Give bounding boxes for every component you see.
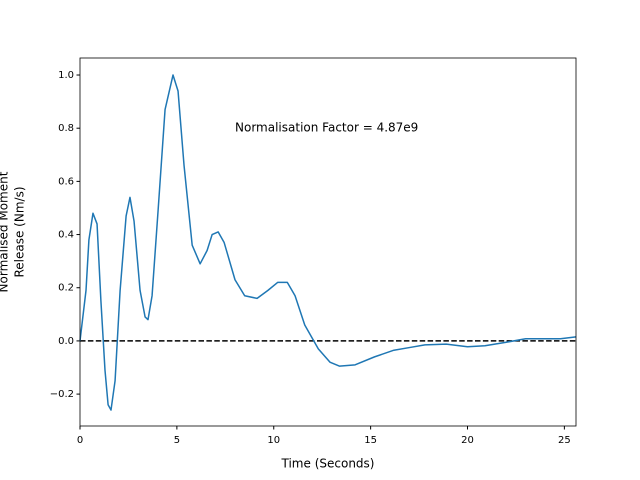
y-tick-label: 0.8	[58, 123, 74, 134]
y-tick-label: 0.6	[58, 176, 74, 187]
y-tick-label: 0.0	[58, 336, 74, 347]
x-tick-label: 15	[364, 435, 377, 446]
y-tick-label: 0.2	[58, 283, 74, 294]
y-tick-label: −0.2	[50, 389, 74, 400]
y-axis-label-line: Normalised Moment	[0, 171, 11, 292]
y-tick-label: 0.4	[58, 230, 74, 241]
x-tick-label: 10	[267, 435, 280, 446]
x-axis-label: Time (Seconds)	[281, 457, 375, 471]
y-axis-label-line: Release (Nm/s)	[13, 186, 27, 277]
y-axis-label: Normalised Moment Release (Nm/s)	[0, 171, 27, 292]
x-tick-label: 0	[77, 435, 83, 446]
data-line	[79, 74, 577, 411]
x-tick-label: 25	[558, 435, 571, 446]
y-tick-label: 1.0	[58, 70, 74, 81]
x-tick-label: 5	[174, 435, 180, 446]
plot-frame	[79, 57, 577, 427]
annotation: Normalisation Factor = 4.87e9	[235, 121, 418, 135]
x-tick-label: 20	[461, 435, 474, 446]
